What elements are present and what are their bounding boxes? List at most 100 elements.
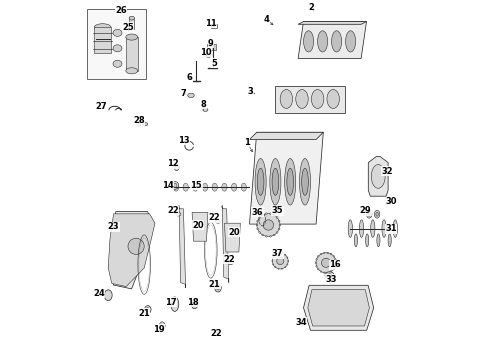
Ellipse shape [126, 68, 138, 74]
Ellipse shape [216, 329, 220, 333]
Ellipse shape [302, 168, 308, 195]
Ellipse shape [285, 254, 286, 255]
Circle shape [277, 257, 284, 265]
Text: 23: 23 [108, 222, 120, 231]
FancyBboxPatch shape [87, 9, 146, 79]
Text: 20: 20 [193, 220, 204, 230]
Ellipse shape [278, 228, 280, 230]
Ellipse shape [276, 231, 278, 233]
Text: 28: 28 [133, 116, 145, 125]
Text: 34: 34 [295, 318, 307, 327]
FancyBboxPatch shape [207, 44, 216, 50]
Circle shape [263, 220, 273, 230]
Ellipse shape [257, 228, 258, 230]
Ellipse shape [325, 272, 334, 279]
Ellipse shape [113, 45, 122, 52]
Ellipse shape [370, 220, 375, 237]
Ellipse shape [129, 16, 134, 20]
Polygon shape [129, 18, 134, 29]
Circle shape [257, 213, 280, 237]
Ellipse shape [320, 253, 321, 255]
Text: 5: 5 [212, 58, 218, 68]
Ellipse shape [273, 234, 275, 236]
Ellipse shape [287, 257, 288, 258]
Polygon shape [298, 22, 367, 24]
Text: 1: 1 [244, 138, 250, 147]
Text: 4: 4 [264, 15, 270, 24]
Ellipse shape [146, 307, 149, 311]
Text: 20: 20 [228, 228, 240, 237]
Ellipse shape [281, 268, 283, 269]
Polygon shape [249, 132, 323, 224]
Ellipse shape [330, 271, 332, 272]
Ellipse shape [275, 254, 276, 255]
Ellipse shape [280, 90, 293, 108]
Ellipse shape [171, 181, 179, 189]
Ellipse shape [188, 93, 194, 98]
Ellipse shape [318, 269, 319, 270]
Ellipse shape [323, 272, 325, 274]
Text: 19: 19 [153, 325, 165, 334]
Circle shape [128, 238, 144, 255]
Ellipse shape [212, 183, 218, 191]
Ellipse shape [192, 300, 198, 309]
Ellipse shape [259, 231, 260, 233]
Ellipse shape [278, 268, 279, 269]
Ellipse shape [272, 168, 279, 195]
Ellipse shape [316, 258, 317, 260]
Ellipse shape [231, 183, 237, 191]
Text: 11: 11 [205, 19, 217, 28]
Text: 36: 36 [252, 208, 264, 217]
Circle shape [272, 253, 288, 269]
Text: 21: 21 [138, 309, 150, 318]
Text: 14: 14 [162, 181, 173, 190]
Polygon shape [126, 37, 138, 71]
Ellipse shape [94, 24, 111, 31]
Text: 7: 7 [181, 89, 187, 98]
Ellipse shape [354, 234, 358, 247]
Ellipse shape [171, 297, 179, 311]
Ellipse shape [205, 53, 212, 57]
Text: 37: 37 [271, 249, 283, 258]
Ellipse shape [377, 234, 380, 247]
Ellipse shape [335, 262, 337, 264]
Ellipse shape [126, 34, 138, 40]
Ellipse shape [257, 220, 258, 222]
Text: 10: 10 [199, 48, 211, 57]
Text: 3: 3 [247, 87, 253, 96]
Text: 22: 22 [209, 213, 221, 222]
Text: 29: 29 [360, 206, 371, 215]
Polygon shape [249, 132, 323, 139]
Ellipse shape [259, 217, 260, 219]
Polygon shape [178, 205, 186, 288]
Text: 33: 33 [326, 275, 337, 284]
Text: 9: 9 [208, 39, 214, 48]
Text: 2: 2 [309, 3, 315, 12]
Ellipse shape [262, 234, 264, 236]
Ellipse shape [311, 90, 324, 108]
Ellipse shape [203, 108, 208, 111]
Ellipse shape [216, 220, 220, 223]
Ellipse shape [183, 183, 188, 191]
FancyBboxPatch shape [211, 24, 217, 28]
Circle shape [316, 253, 336, 273]
Ellipse shape [279, 224, 281, 226]
Ellipse shape [262, 214, 264, 216]
Ellipse shape [281, 253, 283, 254]
Ellipse shape [335, 266, 336, 267]
Polygon shape [94, 27, 111, 53]
Text: 27: 27 [95, 102, 107, 111]
Ellipse shape [348, 220, 352, 237]
Ellipse shape [288, 260, 289, 262]
Ellipse shape [172, 183, 177, 188]
Text: 21: 21 [209, 280, 221, 289]
Ellipse shape [159, 322, 165, 330]
Ellipse shape [266, 213, 267, 215]
Ellipse shape [367, 210, 372, 218]
Ellipse shape [296, 90, 308, 108]
Ellipse shape [217, 286, 220, 290]
Ellipse shape [104, 290, 112, 301]
Ellipse shape [393, 220, 397, 237]
Ellipse shape [272, 257, 274, 258]
Ellipse shape [327, 272, 328, 274]
